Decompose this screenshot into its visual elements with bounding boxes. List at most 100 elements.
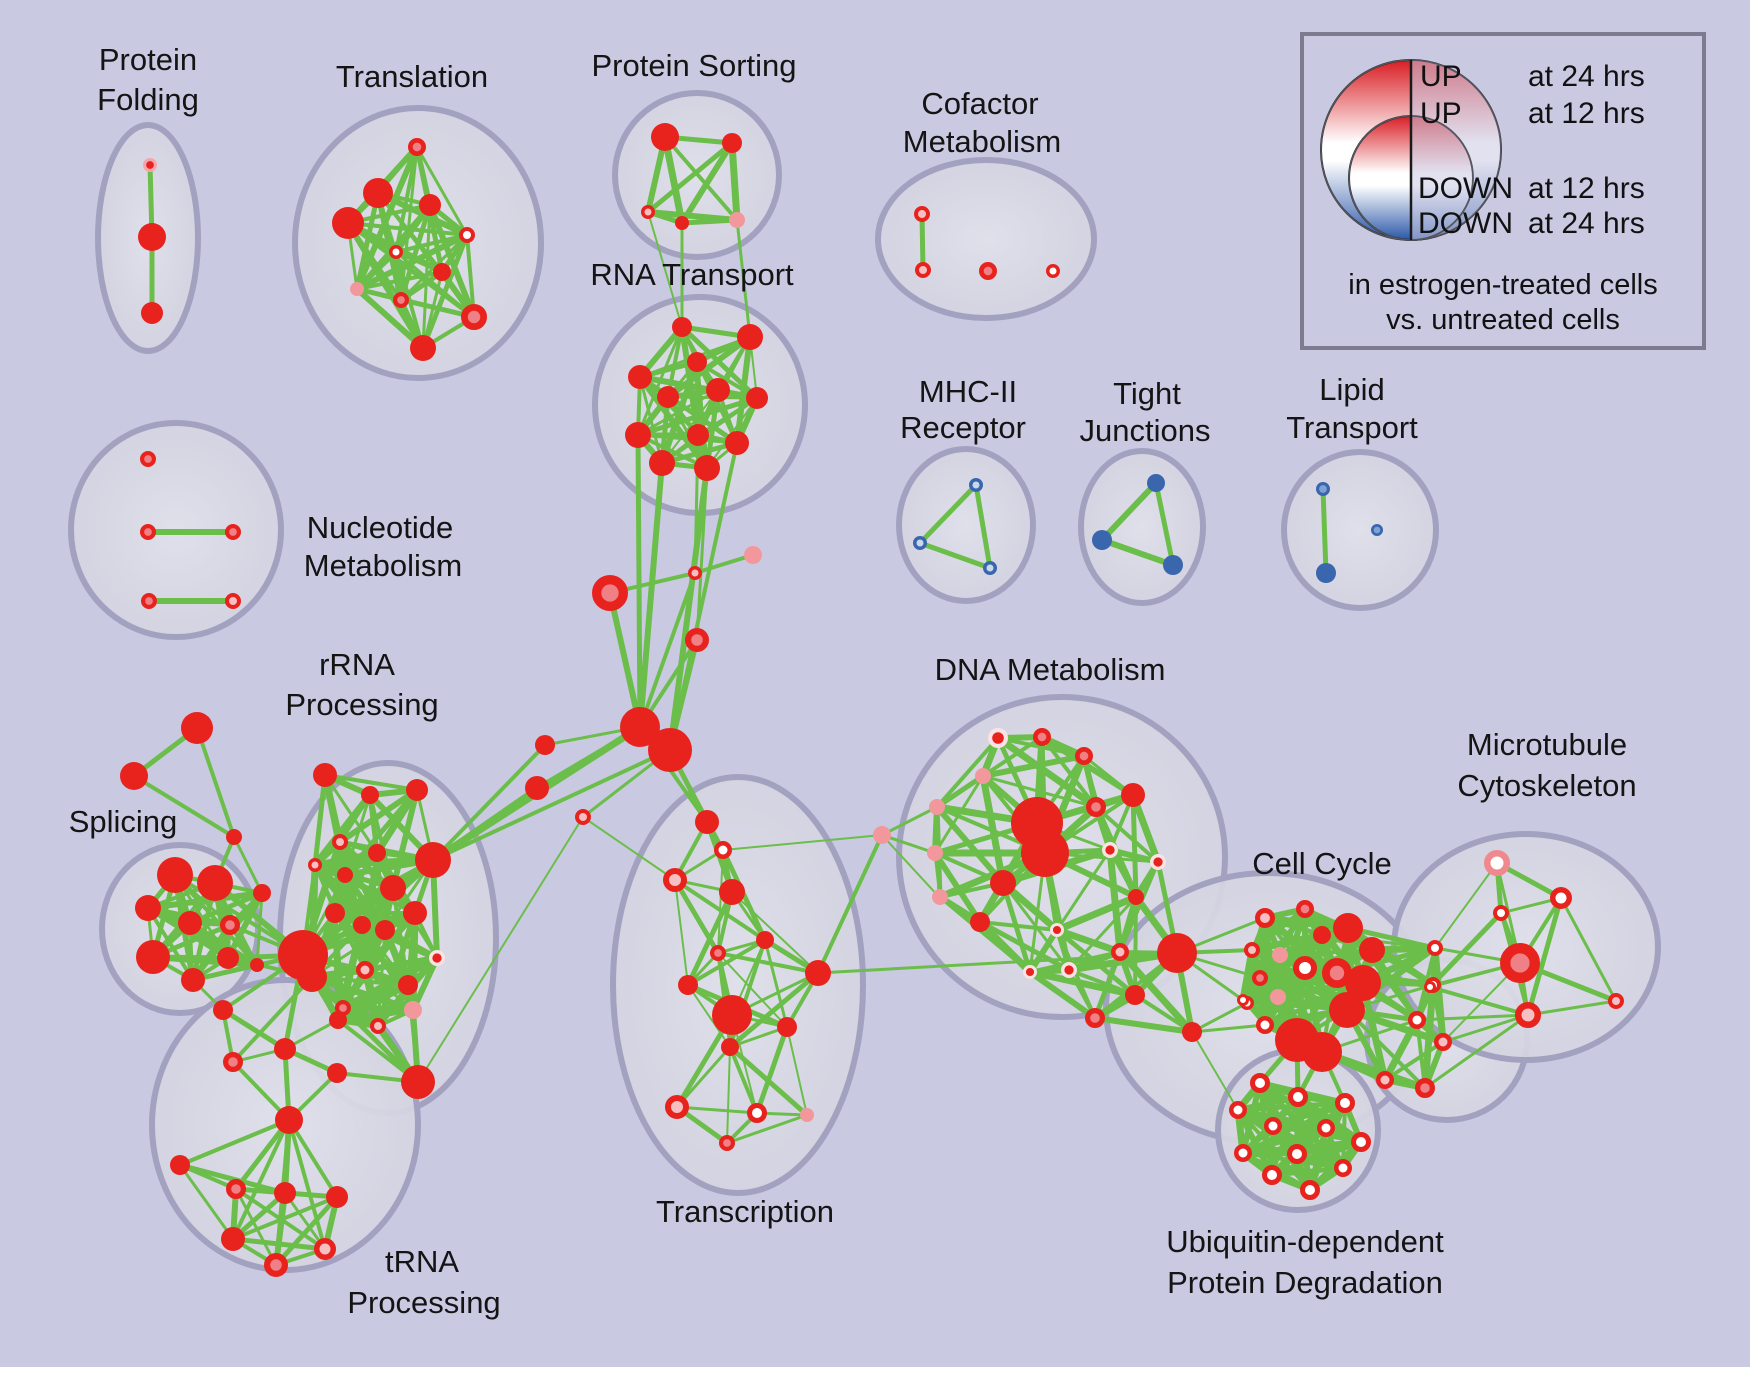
node-s xyxy=(327,1063,347,1083)
edge xyxy=(635,395,760,438)
node-rp xyxy=(1255,908,1275,928)
node-rc xyxy=(1085,796,1106,817)
node-s xyxy=(275,1106,303,1134)
cluster-ellipse-mh xyxy=(896,446,1036,604)
node-rc xyxy=(1074,747,1093,766)
node-rw xyxy=(714,841,732,859)
edge xyxy=(934,773,986,810)
node-s xyxy=(170,1155,190,1175)
node-rw xyxy=(1046,264,1060,278)
edge xyxy=(1094,805,1160,864)
edge xyxy=(431,743,547,862)
node-rw xyxy=(1335,1093,1355,1113)
edge xyxy=(220,1007,288,1052)
edge xyxy=(727,1044,810,1118)
edge xyxy=(332,850,380,916)
node-rw xyxy=(1424,981,1436,993)
node-s xyxy=(1313,926,1331,944)
edge xyxy=(816,833,884,975)
node-rw xyxy=(1550,887,1572,909)
legend-row-down-24: DOWN at 24 hrs xyxy=(1418,207,1645,241)
node-s xyxy=(226,829,242,845)
node-bd xyxy=(1315,482,1330,497)
edge xyxy=(421,270,444,350)
node-s xyxy=(746,387,768,409)
edge xyxy=(1383,1040,1445,1082)
edge xyxy=(977,919,1072,973)
node-s xyxy=(375,920,395,940)
node-rc xyxy=(710,945,727,962)
node-rw xyxy=(1237,994,1249,1006)
node-s xyxy=(135,895,161,921)
node-b xyxy=(1147,474,1165,492)
node-rc xyxy=(719,1134,736,1151)
node-rc xyxy=(140,524,157,541)
node-wr xyxy=(1049,922,1064,937)
edge xyxy=(232,835,264,895)
node-s xyxy=(213,1000,233,1020)
cluster-ellipse-lp xyxy=(1281,449,1439,611)
edge xyxy=(178,1163,235,1241)
node-rp xyxy=(308,858,322,872)
edge xyxy=(1190,1001,1249,1034)
edge xyxy=(1235,1100,1348,1113)
edge xyxy=(1434,862,1498,949)
edge xyxy=(1099,480,1159,543)
node-p xyxy=(404,1001,422,1019)
node-s xyxy=(138,223,166,251)
legend-time: at 24 hrs xyxy=(1528,207,1645,240)
edge xyxy=(994,734,1100,811)
edge xyxy=(1107,847,1161,865)
edge xyxy=(917,540,993,571)
node-rp xyxy=(914,206,930,222)
edge xyxy=(675,1105,759,1115)
edge xyxy=(231,1118,291,1241)
node-s xyxy=(1182,1022,1202,1042)
edge xyxy=(346,221,469,237)
edge xyxy=(607,590,643,730)
edge xyxy=(685,889,735,988)
edge xyxy=(234,1187,278,1267)
edge xyxy=(674,879,689,986)
edge xyxy=(335,1007,416,1023)
edge xyxy=(728,1025,789,1049)
edge xyxy=(1415,1013,1530,1022)
edge xyxy=(637,460,665,730)
edge xyxy=(1525,895,1564,1018)
edge xyxy=(1117,894,1139,955)
node-rc xyxy=(140,450,157,467)
node-s xyxy=(380,875,406,901)
node-rw xyxy=(1229,1101,1247,1119)
node-s xyxy=(719,879,745,905)
node-s xyxy=(221,1227,245,1251)
edge xyxy=(1133,993,1194,1034)
edge xyxy=(880,805,939,837)
node-rp xyxy=(332,834,348,850)
node-s xyxy=(329,1011,347,1029)
node-s xyxy=(433,263,451,281)
edge xyxy=(667,465,710,753)
node-s xyxy=(361,786,379,804)
edge xyxy=(1106,846,1124,956)
edge xyxy=(1320,486,1329,576)
edge xyxy=(981,735,1044,778)
node-s xyxy=(1157,933,1197,973)
node-rc xyxy=(1499,943,1540,984)
edge xyxy=(728,139,741,224)
edge xyxy=(1099,537,1176,568)
legend-circle xyxy=(1320,59,1502,241)
edge xyxy=(693,553,755,575)
node-rw xyxy=(1256,1016,1274,1034)
node-rp xyxy=(641,205,655,219)
node-s xyxy=(721,1038,739,1056)
node-s xyxy=(403,901,427,925)
node-p xyxy=(1270,989,1286,1005)
edge xyxy=(754,1024,790,1116)
edge xyxy=(178,1118,291,1167)
node-rw xyxy=(1334,1159,1352,1177)
edge xyxy=(727,970,821,1050)
edge xyxy=(1040,735,1098,809)
edge xyxy=(355,270,444,291)
node-wr xyxy=(987,727,1008,748)
